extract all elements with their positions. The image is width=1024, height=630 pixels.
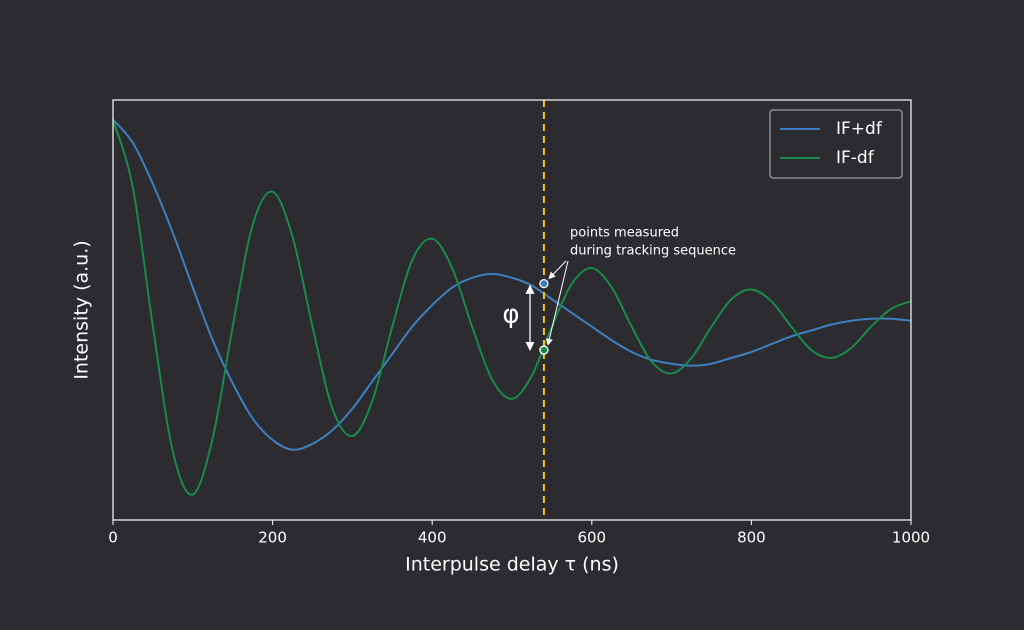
y-axis-label: Intensity (a.u.) [71,240,93,379]
x-tick-label: 1000 [892,529,930,547]
series-line [112,118,912,451]
measured-point [539,345,549,355]
legend-label: IF+df [836,119,883,139]
x-axis-label: Interpulse delay τ (ns) [405,554,619,576]
annotation-arrow [545,260,569,346]
x-tick-label: 0 [108,529,118,547]
x-tick-label: 600 [577,529,606,547]
x-tick-label: 800 [737,529,766,547]
series-line [112,119,912,496]
x-tick-label: 200 [258,529,287,547]
phase-label: φ [502,299,519,329]
annotation-text: points measured [570,226,679,241]
plot-frame [112,99,912,521]
legend-label: IF-df [836,148,875,168]
annotation-arrow [548,260,567,280]
annotation-text: during tracking sequence [570,244,736,259]
measured-point [539,278,549,289]
legend-box [769,109,903,179]
x-tick-label: 400 [418,529,447,547]
